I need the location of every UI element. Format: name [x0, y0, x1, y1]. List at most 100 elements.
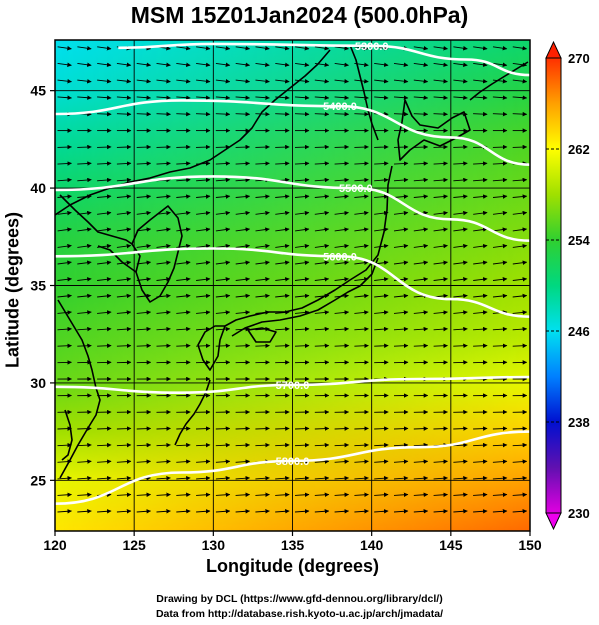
wind-arrow	[512, 293, 528, 299]
wind-arrow	[255, 343, 270, 349]
wind-arrow	[136, 509, 152, 514]
wind-arrow	[433, 227, 448, 232]
wind-arrow	[413, 194, 429, 199]
wind-arrow	[334, 426, 350, 431]
wind-arrow	[354, 459, 369, 464]
wind-arrow	[196, 62, 211, 67]
wind-arrow	[116, 442, 132, 448]
wind-arrow	[77, 227, 92, 232]
wind-arrow	[354, 277, 369, 282]
wind-arrow	[176, 227, 191, 232]
wind-arrow	[413, 426, 429, 431]
wind-arrow	[433, 459, 448, 464]
wind-arrow	[314, 161, 330, 166]
wind-arrow	[314, 459, 330, 464]
wind-arrow	[196, 45, 211, 51]
wind-arrow	[116, 194, 132, 199]
wind-arrow	[314, 277, 330, 282]
wind-arrow	[275, 509, 290, 514]
colorbar-tick-label: 254	[568, 233, 590, 248]
wind-arrow	[294, 426, 310, 431]
wind-arrow	[334, 343, 350, 349]
wind-arrow	[374, 293, 389, 299]
wind-arrow	[393, 426, 409, 431]
wind-arrow	[393, 475, 409, 481]
wind-arrow	[176, 509, 191, 514]
wind-arrow	[492, 459, 508, 464]
wind-arrow	[433, 243, 448, 249]
wind-arrow	[116, 260, 132, 265]
x-tick-label: 145	[439, 537, 463, 553]
wind-arrow	[136, 95, 152, 100]
wind-arrow	[196, 492, 211, 498]
wind-arrow	[156, 326, 171, 332]
wind-arrow	[196, 459, 211, 464]
wind-arrow	[453, 277, 468, 282]
wind-arrow	[295, 260, 310, 265]
wind-arrow	[176, 277, 191, 282]
wind-arrow	[334, 161, 350, 166]
wind-arrow	[97, 459, 112, 464]
wind-arrow	[215, 144, 231, 150]
wind-arrow	[116, 95, 132, 100]
y-tick-label: 40	[30, 180, 46, 196]
wind-arrow	[255, 45, 270, 51]
wind-arrow	[354, 144, 369, 150]
wind-arrow	[97, 194, 112, 199]
wind-arrow	[156, 442, 171, 448]
wind-arrow	[136, 326, 152, 332]
contour-label: 5800.0	[276, 456, 310, 468]
wind-arrow	[156, 144, 171, 150]
wind-arrow	[492, 45, 508, 51]
wind-arrow	[156, 475, 171, 481]
wind-arrow	[97, 475, 112, 481]
wind-arrow	[196, 442, 211, 448]
wind-arrow	[156, 111, 171, 117]
wind-arrow	[136, 144, 152, 150]
wind-arrow	[57, 144, 72, 150]
wind-arrow	[77, 161, 92, 166]
wind-arrow	[393, 277, 409, 282]
wind-arrow	[413, 442, 429, 448]
wind-arrow	[136, 293, 152, 299]
wind-arrow	[136, 194, 152, 199]
wind-arrow	[77, 492, 92, 498]
wind-arrow	[275, 442, 290, 448]
wind-arrow	[334, 243, 349, 249]
wind-arrow	[314, 343, 330, 349]
wind-arrow	[413, 509, 429, 514]
wind-arrow	[235, 277, 251, 282]
wind-arrow	[354, 310, 369, 315]
wind-arrow	[136, 62, 152, 67]
wind-arrow	[413, 95, 429, 100]
wind-arrow	[374, 79, 389, 84]
wind-arrow	[354, 509, 369, 514]
wind-arrow	[196, 227, 211, 232]
wind-arrow	[453, 243, 468, 249]
wind-arrow	[215, 260, 231, 265]
wind-arrow	[334, 210, 349, 216]
wind-arrow	[215, 343, 231, 349]
wind-arrow	[215, 475, 231, 481]
wind-arrow	[473, 426, 488, 431]
wind-arrow	[196, 343, 211, 349]
wind-arrow	[393, 79, 409, 84]
wind-arrow	[136, 492, 152, 498]
height-contours: 5300.0 5400.0 5500.0 5600.0 5700.0 5800.0	[55, 41, 530, 505]
wind-arrow	[215, 79, 231, 84]
wind-arrow	[136, 343, 152, 349]
wind-arrow	[196, 293, 211, 299]
wind-arrow	[433, 194, 448, 199]
wind-arrow	[235, 492, 251, 498]
contour-line	[55, 175, 530, 242]
wind-arrow	[334, 194, 349, 199]
wind-arrow	[255, 277, 270, 282]
wind-arrow	[393, 459, 409, 464]
wind-arrow	[77, 260, 92, 265]
wind-arrow	[393, 95, 409, 100]
wind-arrow	[294, 177, 310, 183]
wind-arrow	[334, 79, 349, 84]
contour-label: 5300.0	[355, 41, 389, 53]
wind-arrow	[473, 161, 488, 166]
wind-arrow	[215, 459, 231, 464]
